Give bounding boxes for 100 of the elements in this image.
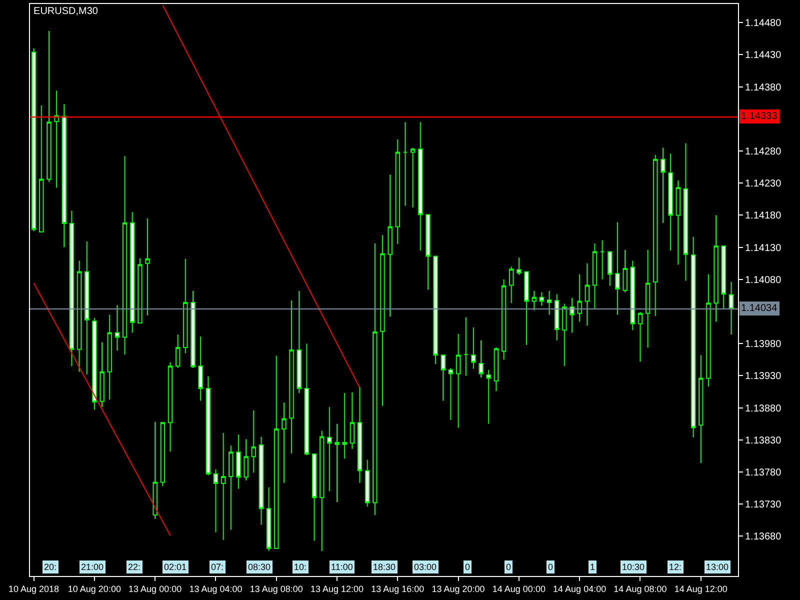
candlestick	[494, 346, 499, 392]
candlestick	[600, 240, 605, 280]
candlestick	[114, 304, 120, 352]
y-tick-label: 1.13730	[745, 500, 782, 511]
candlestick	[145, 218, 150, 316]
annotation: 13:00	[706, 562, 729, 572]
candlestick	[433, 256, 438, 365]
x-tick-label: 13 Aug 12:00	[310, 584, 364, 594]
candlestick	[190, 290, 196, 368]
x-tick-label: 13 Aug 04:00	[189, 584, 242, 594]
candlestick	[440, 354, 446, 402]
candlestick	[152, 421, 158, 520]
candlestick	[584, 262, 590, 326]
candlestick	[334, 423, 340, 503]
y-tick-label: 1.14130	[745, 242, 782, 254]
annotation: 1	[590, 562, 596, 572]
annotation: 08:30	[248, 562, 271, 572]
candlestick	[130, 212, 135, 334]
candlestick	[622, 249, 628, 293]
candlestick	[54, 90, 59, 188]
candlestick	[364, 459, 370, 508]
candlestick	[168, 362, 173, 452]
candlestick	[122, 156, 128, 356]
candlestick	[76, 260, 82, 372]
annotation: 02:01	[164, 562, 187, 572]
candlestick	[100, 342, 104, 408]
candlestick	[350, 392, 355, 450]
candlestick	[342, 392, 347, 460]
y-tick-label: 1.14430	[745, 50, 782, 62]
candlestick	[395, 138, 400, 245]
candlestick	[501, 278, 506, 360]
candlestick	[236, 434, 241, 490]
candlestick	[471, 327, 476, 370]
candlestick	[570, 298, 574, 334]
x-tick-label: 13 Aug 08:00	[250, 584, 303, 594]
candlestick	[183, 258, 188, 354]
candlestick	[683, 142, 688, 282]
candlestick	[539, 292, 544, 306]
candlestick	[706, 274, 711, 388]
candlestick	[554, 294, 560, 341]
annotation: 10:	[294, 562, 307, 572]
candlestick	[228, 445, 234, 530]
ref-line-label: 1.14333	[741, 111, 778, 122]
candlestick	[319, 430, 324, 552]
candlestick	[645, 249, 650, 348]
candlestick	[266, 486, 272, 552]
candlestick	[175, 334, 180, 368]
candlestick	[380, 234, 385, 406]
candlestick	[220, 432, 226, 541]
candlestick	[638, 312, 643, 362]
candlestick	[213, 468, 218, 533]
candlestick	[418, 122, 423, 252]
y-tick-label: 1.14180	[745, 210, 782, 222]
annotation: 20:	[44, 562, 57, 572]
candlestick	[138, 258, 142, 324]
candlestick	[251, 410, 256, 474]
candlestick	[690, 236, 696, 438]
y-tick-label: 1.13830	[745, 435, 782, 446]
candlestick	[532, 290, 536, 311]
candlestick	[289, 300, 294, 454]
x-tick-label: 13 Aug 16:00	[371, 584, 424, 594]
annotation: 03:00	[414, 562, 437, 572]
candlestick	[46, 30, 52, 182]
x-tick-label: 14 Aug 04:00	[553, 584, 606, 594]
candlestick	[714, 214, 718, 322]
candlestick	[426, 214, 430, 290]
annotation: 0	[548, 562, 554, 572]
candlestick	[244, 438, 248, 481]
annotation: 18:30	[373, 562, 396, 572]
candlestick	[274, 355, 279, 550]
candlestick	[608, 250, 612, 286]
annotation: 11:00	[331, 562, 353, 572]
annotation: 0	[506, 562, 512, 572]
annotation: 21:00	[81, 562, 104, 572]
ref-line-label: 1.14034	[741, 303, 778, 314]
candlestick	[388, 174, 392, 318]
candlestick	[296, 290, 302, 394]
candlestick	[546, 290, 552, 316]
candlestick	[478, 340, 484, 378]
candlestick	[39, 104, 44, 234]
candlestick	[198, 336, 203, 402]
annotation: 07:	[211, 562, 224, 572]
candlestick	[524, 271, 529, 346]
candlestick	[660, 147, 666, 224]
candlestick	[721, 246, 726, 310]
candlestick	[372, 242, 378, 516]
candlestick	[206, 376, 210, 476]
x-tick-label: 14 Aug 08:00	[614, 584, 667, 594]
x-tick-label: 10 Aug 2018	[8, 584, 60, 594]
candlestick	[62, 104, 66, 248]
y-tick-label: 1.14380	[745, 82, 782, 94]
y-tick-label: 1.13930	[745, 371, 782, 382]
candlestick	[69, 210, 74, 367]
y-tick-label: 1.14480	[745, 18, 782, 30]
candlestick	[92, 317, 97, 410]
x-tick-label: 10 Aug 20:00	[68, 584, 121, 594]
candlestick	[728, 281, 734, 336]
x-tick-label: 14 Aug 00:00	[492, 584, 546, 594]
candlestick	[160, 421, 166, 487]
candlestick	[107, 314, 112, 400]
